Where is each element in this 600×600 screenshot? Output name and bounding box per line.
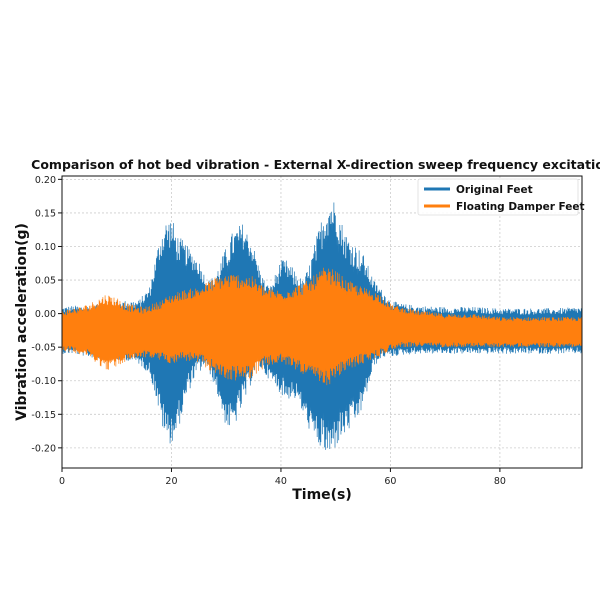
legend-label-floating-damper-feet: Floating Damper Feet <box>456 201 585 213</box>
x-tick-label: 0 <box>59 476 65 487</box>
y-axis-ticks: -0.20 -0.15 -0.10 -0.05 0.00 0.05 0.10 0.15 0.20 <box>31 175 62 454</box>
series-signal <box>61 267 583 386</box>
plot-frame <box>61 175 583 469</box>
y-axis-label: Vibration acceleration(g) <box>14 223 30 421</box>
x-tick-label: 80 <box>494 476 506 487</box>
legend: Original Feet Floating Damper Feet <box>417 178 585 216</box>
series-floating-damper-feet <box>61 267 583 386</box>
x-tick-label: 60 <box>384 476 396 487</box>
legend-label-original-feet: Original Feet <box>456 184 533 196</box>
chart-title: Comparison of hot bed vibration - Extern… <box>31 157 600 172</box>
series-layer <box>61 202 583 450</box>
y-tick-label: -0.20 <box>31 443 56 454</box>
y-tick-label: 0.10 <box>35 242 56 253</box>
y-tick-label: 0.00 <box>35 309 56 320</box>
y-tick-label: 0.15 <box>35 208 56 219</box>
y-tick-label: -0.10 <box>31 376 56 387</box>
y-tick-label: 0.05 <box>35 276 56 287</box>
x-axis-label: Time(s) <box>292 487 352 503</box>
y-tick-label: -0.05 <box>31 343 56 354</box>
x-axis-ticks: 0 20 40 60 80 <box>59 468 506 487</box>
x-tick-label: 40 <box>275 476 287 487</box>
y-tick-label: -0.15 <box>31 410 56 421</box>
y-tick-label: 0.20 <box>35 175 56 186</box>
x-tick-label: 20 <box>165 476 177 487</box>
legend-box <box>417 178 579 216</box>
